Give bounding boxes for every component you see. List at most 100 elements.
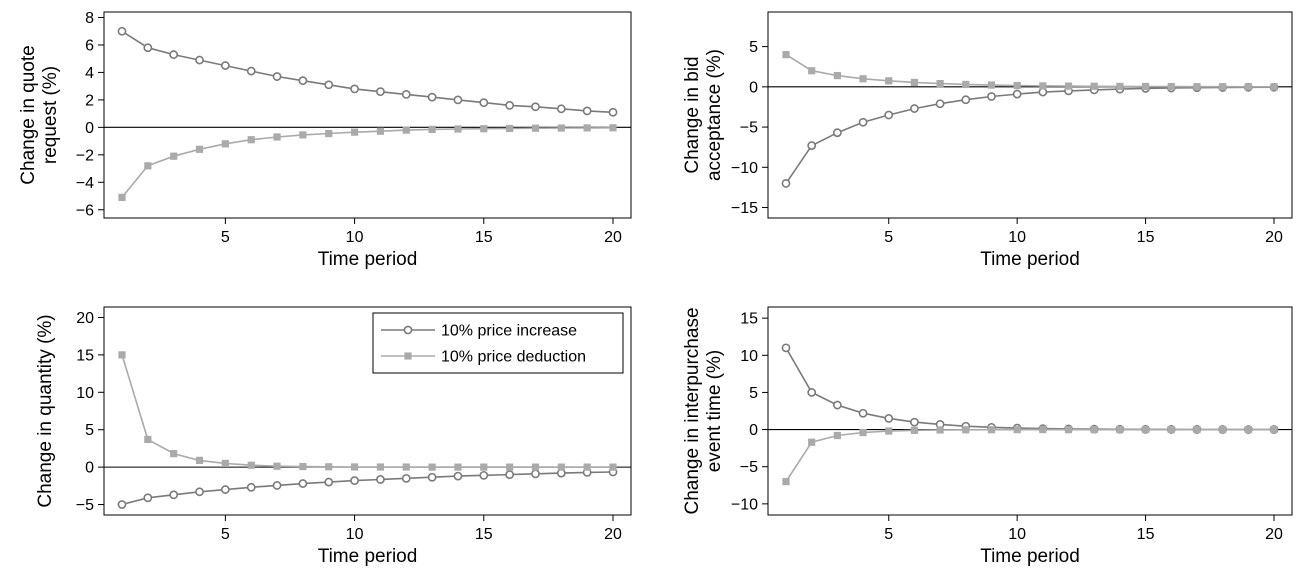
data-point-deduction bbox=[118, 193, 126, 201]
y-tick-label: 5 bbox=[749, 39, 758, 56]
data-point-deduction bbox=[531, 463, 540, 471]
data-point-deduction bbox=[1244, 425, 1252, 434]
y-tick-label: −5 bbox=[76, 497, 94, 514]
data-point-deduction bbox=[1193, 83, 1201, 91]
data-point-deduction bbox=[454, 125, 462, 133]
data-point-increase bbox=[220, 485, 230, 494]
data-point-deduction bbox=[936, 426, 944, 434]
data-point-deduction bbox=[609, 463, 617, 471]
series-increase bbox=[117, 26, 618, 117]
data-point-increase bbox=[858, 117, 868, 127]
data-point-increase bbox=[376, 475, 385, 484]
data-point-deduction bbox=[506, 463, 514, 471]
data-point-increase bbox=[1012, 89, 1022, 99]
y-tick-label: 2 bbox=[85, 92, 94, 109]
data-point-deduction bbox=[144, 435, 152, 444]
data-point-increase bbox=[781, 178, 791, 188]
x-tick-label: 10 bbox=[346, 229, 364, 246]
y-tick-label: 15 bbox=[76, 347, 94, 364]
data-point-deduction bbox=[885, 427, 893, 435]
data-point-deduction bbox=[325, 463, 333, 471]
x-axis-title: Time period bbox=[318, 546, 418, 567]
y-tick-label: 6 bbox=[85, 37, 94, 54]
x-tick-label: 20 bbox=[1265, 229, 1283, 246]
data-point-increase bbox=[608, 107, 618, 117]
y-tick-label: 5 bbox=[85, 422, 94, 439]
data-point-increase bbox=[781, 343, 791, 353]
x-tick-label: 5 bbox=[221, 526, 230, 543]
data-point-increase bbox=[376, 87, 385, 97]
y-tick-label: −10 bbox=[731, 496, 758, 513]
data-point-deduction bbox=[1270, 83, 1278, 91]
data-point-deduction bbox=[557, 463, 565, 471]
data-point-deduction bbox=[1244, 83, 1252, 91]
data-point-deduction bbox=[1219, 425, 1227, 434]
data-point-increase bbox=[479, 98, 489, 108]
data-point-increase bbox=[298, 479, 308, 488]
data-point-increase bbox=[117, 500, 127, 509]
chart-panel-3: −5 0 5 10 15 20 5 10 15 20 Time period Change in qu… bbox=[35, 306, 632, 567]
data-point-deduction bbox=[1116, 425, 1124, 434]
data-point-deduction bbox=[808, 67, 816, 75]
data-point-increase bbox=[910, 417, 919, 427]
y-tick-label: −10 bbox=[731, 160, 758, 177]
data-point-deduction bbox=[1064, 425, 1073, 434]
data-point-deduction bbox=[480, 125, 488, 133]
y-axis-title-line: Change in quote bbox=[18, 45, 39, 184]
series-line-increase bbox=[121, 30, 614, 114]
data-point-increase bbox=[582, 106, 592, 116]
data-point-deduction bbox=[987, 81, 996, 89]
y-tick-label: −5 bbox=[740, 120, 758, 137]
data-point-deduction bbox=[531, 124, 540, 132]
y-tick-label: 4 bbox=[85, 65, 94, 82]
data-point-deduction bbox=[1167, 425, 1175, 434]
data-point-deduction bbox=[987, 426, 996, 434]
x-tick-label: 10 bbox=[1008, 229, 1026, 246]
data-point-deduction bbox=[910, 78, 919, 87]
y-tick-label: −5 bbox=[740, 459, 758, 476]
chart-panel-1: −6 −4 −2 0 2 4 6 8 5 10 15 20 Time period Change in q… bbox=[18, 10, 632, 270]
data-point-increase bbox=[935, 99, 945, 109]
plot-frame bbox=[103, 306, 632, 516]
data-point-deduction bbox=[170, 450, 178, 458]
plot-frame bbox=[767, 11, 1293, 219]
data-point-deduction bbox=[782, 477, 790, 486]
data-point-increase bbox=[272, 481, 282, 490]
data-point-increase bbox=[195, 487, 204, 497]
data-point-deduction bbox=[454, 463, 462, 471]
data-point-increase bbox=[453, 471, 463, 481]
data-point-deduction bbox=[221, 459, 229, 467]
data-point-deduction bbox=[833, 431, 841, 440]
data-point-increase bbox=[324, 477, 334, 487]
x-tick-label: 15 bbox=[1137, 229, 1155, 246]
y-tick-label: 0 bbox=[85, 120, 94, 137]
legend-marker-increase bbox=[403, 325, 413, 335]
data-point-increase bbox=[350, 476, 359, 485]
y-tick-label: −2 bbox=[76, 147, 94, 164]
legend-label-deduction: 10% price deduction bbox=[441, 349, 586, 366]
data-point-increase bbox=[531, 102, 540, 112]
data-point-deduction bbox=[1090, 425, 1098, 434]
data-point-increase bbox=[556, 104, 566, 114]
series-line-deduction bbox=[785, 53, 1274, 88]
series-deduction bbox=[118, 351, 617, 471]
x-tick-label: 15 bbox=[475, 229, 493, 246]
legend-label-increase: 10% price increase bbox=[441, 323, 577, 340]
y-tick-label: 20 bbox=[76, 310, 94, 327]
data-point-increase bbox=[884, 414, 894, 423]
x-tick-label: 5 bbox=[221, 229, 230, 246]
series-line-deduction bbox=[121, 127, 614, 198]
y-axis-title-line: Change in quantity (%) bbox=[35, 314, 56, 507]
data-point-deduction bbox=[1013, 426, 1021, 434]
y-tick-label: 0 bbox=[749, 422, 758, 439]
series-increase bbox=[781, 82, 1279, 188]
data-point-increase bbox=[246, 482, 256, 492]
data-point-deduction bbox=[299, 462, 307, 471]
data-point-deduction bbox=[885, 77, 893, 85]
data-point-deduction bbox=[428, 125, 436, 134]
y-tick-label: −15 bbox=[731, 200, 758, 217]
data-point-increase bbox=[531, 469, 540, 479]
data-point-increase bbox=[246, 66, 256, 76]
series-line-increase bbox=[121, 471, 614, 506]
